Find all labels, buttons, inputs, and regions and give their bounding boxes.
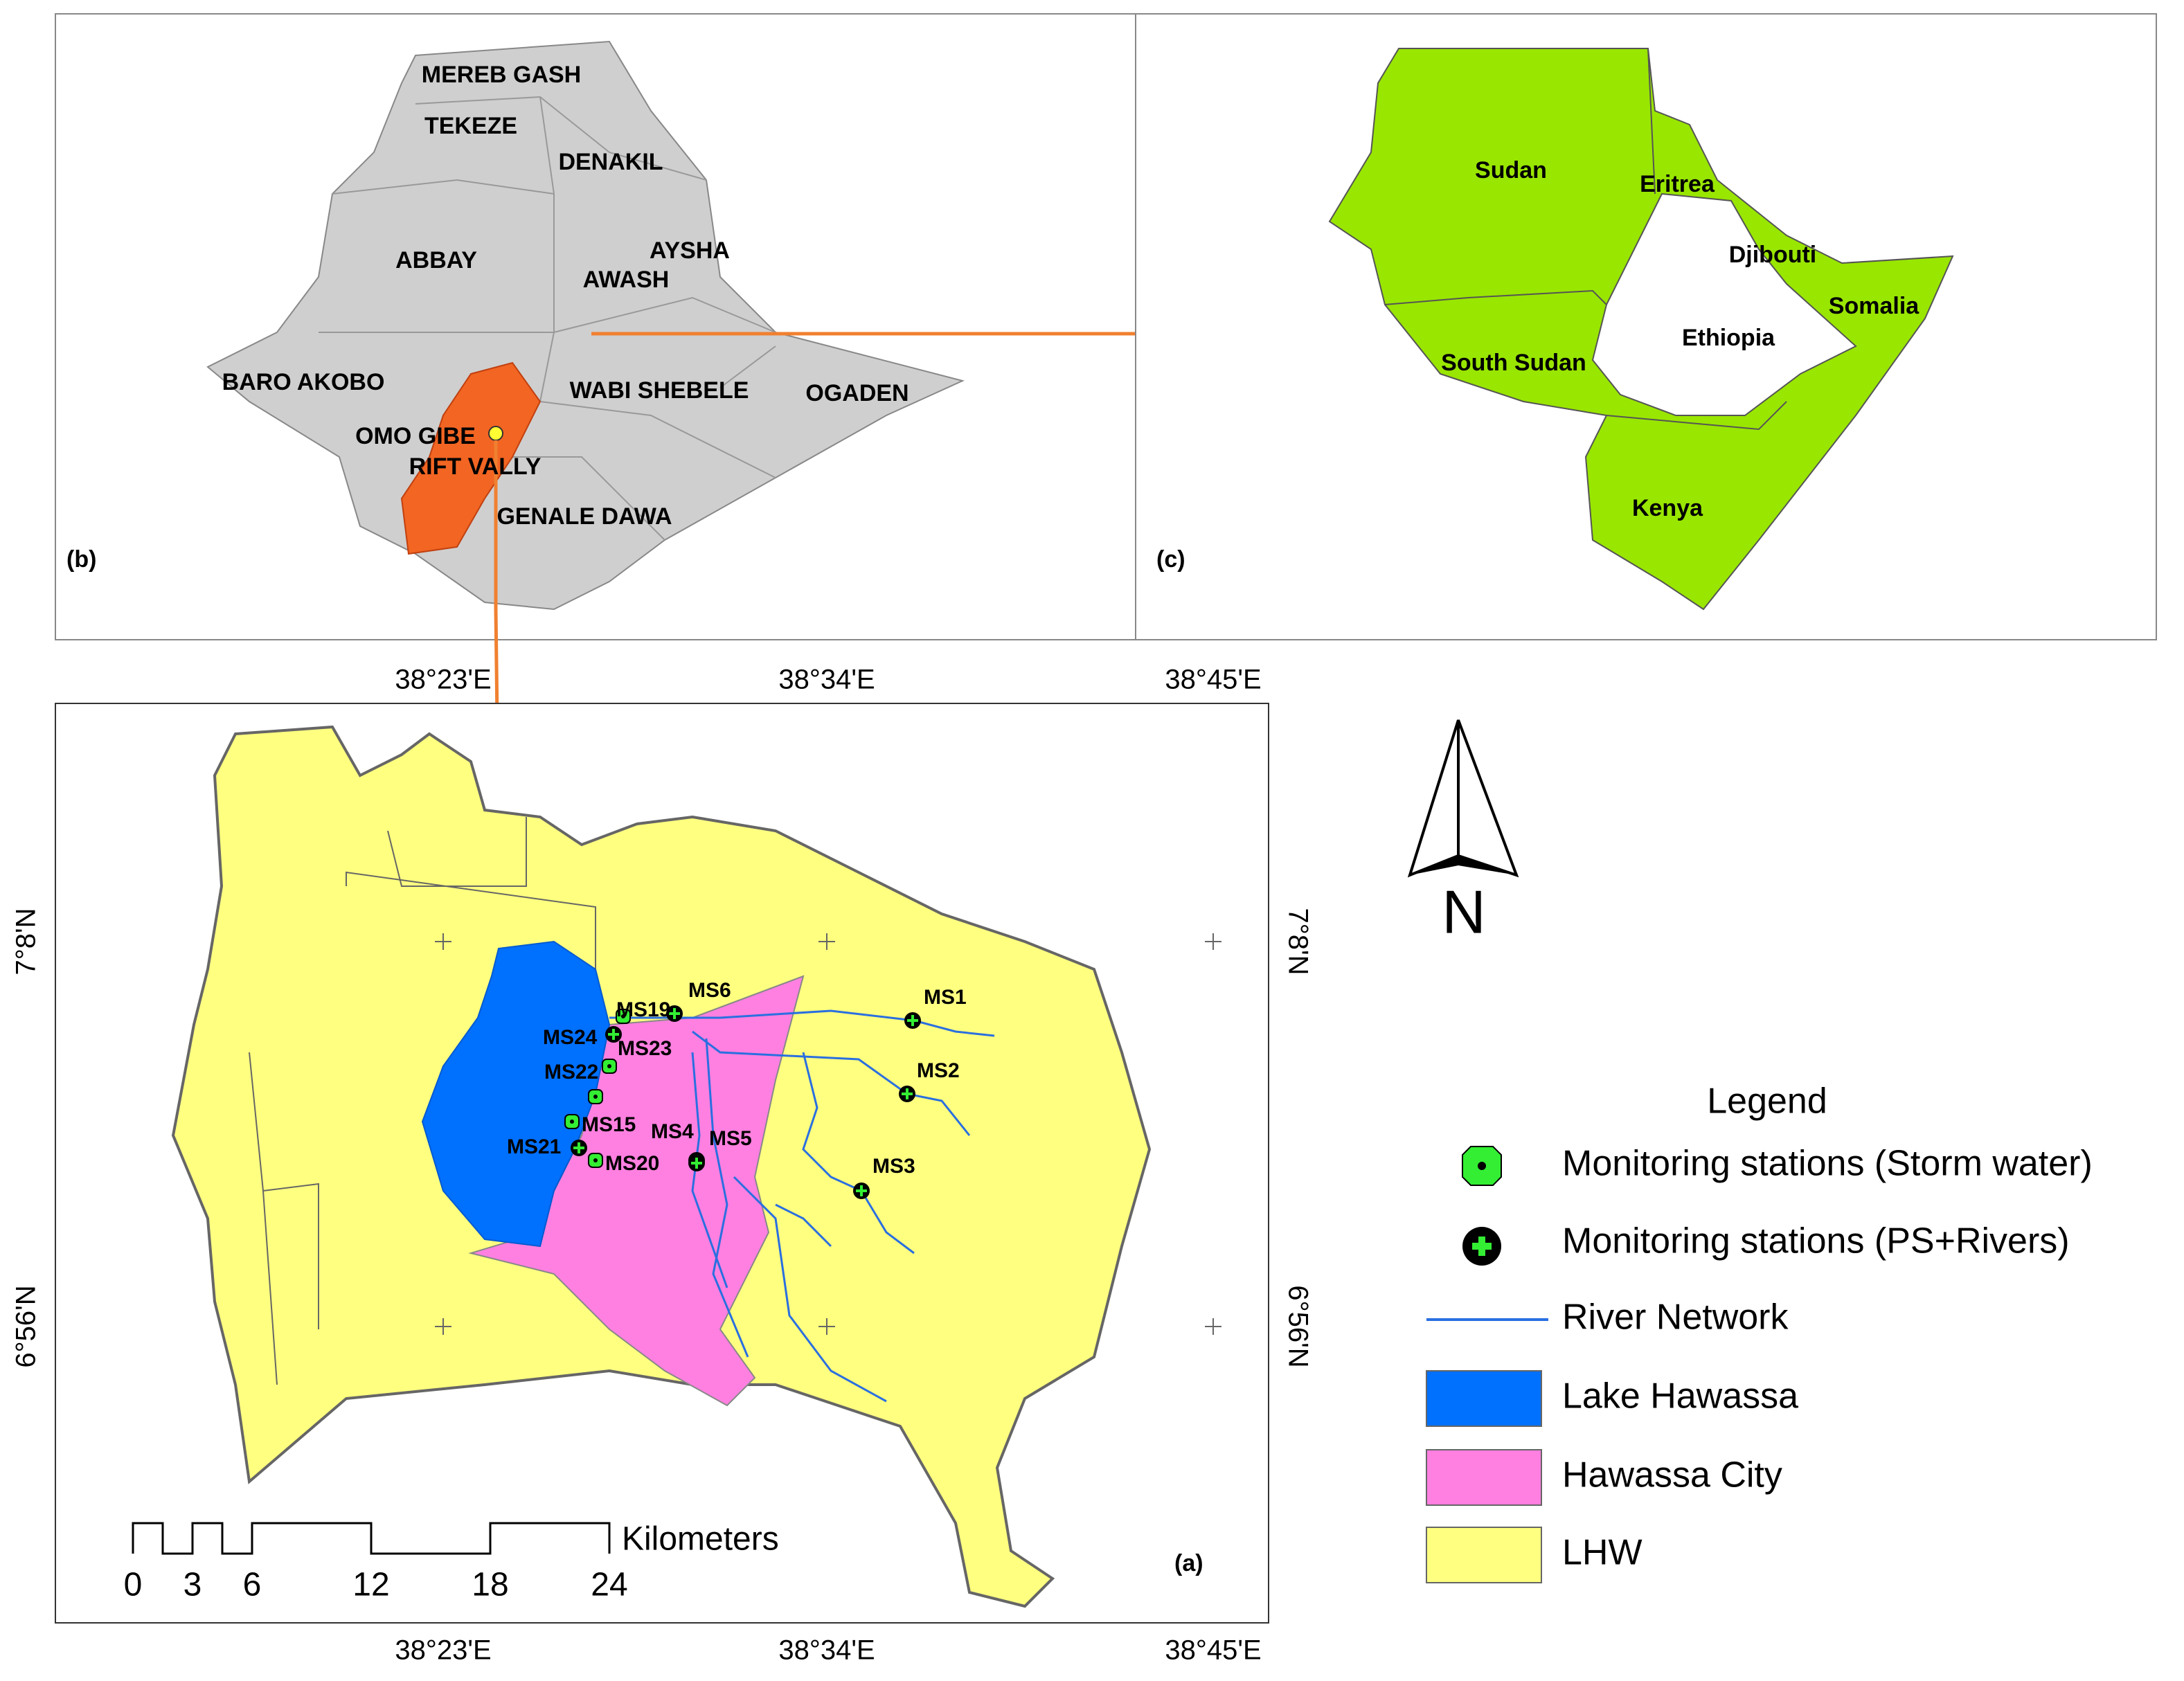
station-label: MS19 xyxy=(616,998,670,1021)
river-station-cross xyxy=(902,1088,913,1099)
scale-tick-label: 18 xyxy=(472,1567,508,1603)
longitude-label: 38°23'E xyxy=(395,1635,491,1666)
legend-label: River Network xyxy=(1562,1297,1789,1338)
country-label: Somalia xyxy=(1829,293,1919,319)
latitude-label: 7°8'N xyxy=(11,908,42,975)
storm-station-dot xyxy=(593,1158,598,1162)
panel-label: (c) xyxy=(1156,546,1185,573)
basin-label: RIFT VALLY xyxy=(409,453,541,480)
basin-label: OMO GIBE xyxy=(355,423,476,449)
river-station-cross xyxy=(573,1142,584,1153)
basin-label: ABBAY xyxy=(395,247,477,273)
longitude-label: 38°23'E xyxy=(395,665,491,695)
scale-tick-label: 12 xyxy=(352,1567,389,1603)
country-label: South Sudan xyxy=(1441,350,1586,376)
country-borders xyxy=(1384,48,1787,431)
panel-label: (b) xyxy=(66,546,96,573)
country-label: Kenya xyxy=(1632,495,1703,521)
panel-label: (a) xyxy=(1174,1550,1203,1576)
scale-tick-label: 3 xyxy=(184,1567,202,1603)
river-station-cross xyxy=(856,1185,867,1196)
legend-label: Monitoring stations (PS+Rivers) xyxy=(1562,1221,2070,1261)
basin-label: AYSHA xyxy=(650,237,730,264)
country-label: Ethiopia xyxy=(1682,325,1775,351)
station-label: MS22 xyxy=(544,1061,598,1084)
basin-label: TEKEZE xyxy=(424,113,517,139)
graticule-crosses xyxy=(435,933,1221,1335)
legend-label: Hawassa City xyxy=(1562,1455,1782,1495)
basin-label: MEREB GASH xyxy=(422,62,581,88)
river-station-cross xyxy=(691,1158,702,1169)
basin-label: GENALE DAWA xyxy=(496,503,672,530)
station-label: MS21 xyxy=(507,1135,561,1158)
legend-label: Monitoring stations (Storm water) xyxy=(1562,1144,2093,1184)
station-label: MS24 xyxy=(543,1026,598,1049)
latitude-label: 6°56'N xyxy=(1282,1285,1313,1367)
station-label: MS5 xyxy=(709,1127,752,1150)
station-label: MS15 xyxy=(582,1113,636,1136)
country-label: Eritrea xyxy=(1640,171,1715,197)
station-label: MS23 xyxy=(618,1037,672,1060)
country-label: Djibouti xyxy=(1729,242,1817,268)
scale-tick-label: 0 xyxy=(124,1567,143,1603)
legend-label: LHW xyxy=(1562,1533,1643,1573)
scale-tick-label: 24 xyxy=(591,1567,627,1603)
scale-bar: 0 3 6 12 18 24 Kilometers xyxy=(124,1521,779,1603)
basin-label: WABI SHEBELE xyxy=(570,377,749,404)
latitude-label: 6°56'N xyxy=(11,1285,42,1367)
latitude-label: 7°8'N xyxy=(1282,908,1313,975)
north-arrow: N xyxy=(1407,719,1519,946)
longitude-label: 38°34'E xyxy=(778,1635,875,1666)
lake-hawassa xyxy=(421,940,611,1248)
river-station-cross xyxy=(608,1029,619,1040)
lhw-location xyxy=(488,426,503,441)
legend-swatches xyxy=(1426,1146,1548,1583)
basin-borders xyxy=(319,96,776,541)
basin-label: OGADEN xyxy=(805,380,908,406)
station-label: MS4 xyxy=(651,1120,694,1143)
station-label: MS6 xyxy=(688,979,731,1002)
legend-label: Lake Hawassa xyxy=(1562,1376,1798,1417)
station-label: MS1 xyxy=(924,986,967,1009)
station-label: MS3 xyxy=(872,1155,915,1178)
sub-catchment-borders xyxy=(249,817,596,1385)
ethiopia-basins xyxy=(206,40,965,611)
longitude-label: 38°45'E xyxy=(1165,1635,1261,1666)
basin-label: BARO AKOBO xyxy=(222,369,385,395)
basin-label: DENAKIL xyxy=(558,149,663,175)
scale-tick-label: 6 xyxy=(243,1567,262,1603)
storm-station-dot xyxy=(593,1095,598,1099)
scale-unit: Kilometers xyxy=(622,1521,779,1558)
legend-title: Legend xyxy=(1707,1081,1827,1122)
basin-label: AWASH xyxy=(583,267,670,293)
country-label: Sudan xyxy=(1475,157,1547,183)
rift-valley-basin xyxy=(400,361,541,555)
longitude-label: 38°45'E xyxy=(1165,665,1261,695)
river-station-cross xyxy=(907,1015,918,1026)
north-label: N xyxy=(1442,877,1486,946)
river-station-cross xyxy=(669,1008,680,1019)
station-label: MS20 xyxy=(605,1152,659,1175)
storm-station-dot xyxy=(570,1120,574,1124)
station-label: MS2 xyxy=(917,1059,960,1082)
storm-station-dot xyxy=(607,1064,611,1068)
storm-station-dot xyxy=(621,1014,625,1018)
longitude-label: 38°34'E xyxy=(778,665,875,695)
scale-bar-line xyxy=(132,1522,611,1555)
